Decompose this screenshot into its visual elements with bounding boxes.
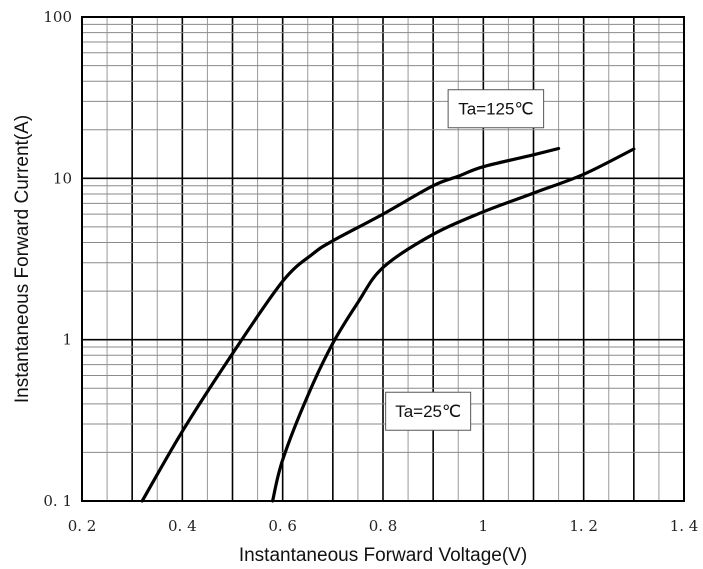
x-tick-label: 0. 8	[369, 517, 398, 535]
y-axis-title: Instantaneous Forward Current(A)	[12, 115, 33, 403]
x-tick-label: 0. 6	[268, 517, 297, 535]
annotation-0: Ta=125℃	[447, 89, 545, 129]
x-tick-label: 0. 2	[68, 517, 97, 535]
annotations: Ta=125℃ Ta=25℃	[385, 89, 545, 431]
y-tick-labels: 0. 1 1 10 100	[43, 8, 72, 510]
annotation-box	[385, 391, 472, 431]
series-line-1	[271, 147, 636, 503]
x-tick-labels: 0. 2 0. 4 0. 6 0. 8 1 1. 2 1. 4	[68, 517, 699, 535]
x-tick-label: 0. 4	[168, 517, 197, 535]
x-tick-label: 1. 4	[670, 517, 699, 535]
x-axis-title: Instantaneous Forward Voltage(V)	[239, 545, 527, 566]
y-tick-label: 1	[62, 331, 72, 349]
x-tick-label: 1. 2	[569, 517, 598, 535]
y-tick-label: 0. 1	[43, 492, 72, 510]
annotation-box	[447, 89, 545, 129]
annotation-1: Ta=25℃	[385, 391, 472, 431]
y-tick-label: 10	[53, 169, 72, 187]
annotation-label: Ta=125℃	[458, 100, 533, 119]
y-tick-label: 100	[43, 8, 72, 26]
series-line-0	[140, 146, 561, 503]
annotation-label: Ta=25℃	[395, 402, 461, 421]
x-tick-label: 1	[479, 517, 489, 535]
series-lines	[140, 146, 636, 503]
plot-frame	[81, 16, 685, 502]
